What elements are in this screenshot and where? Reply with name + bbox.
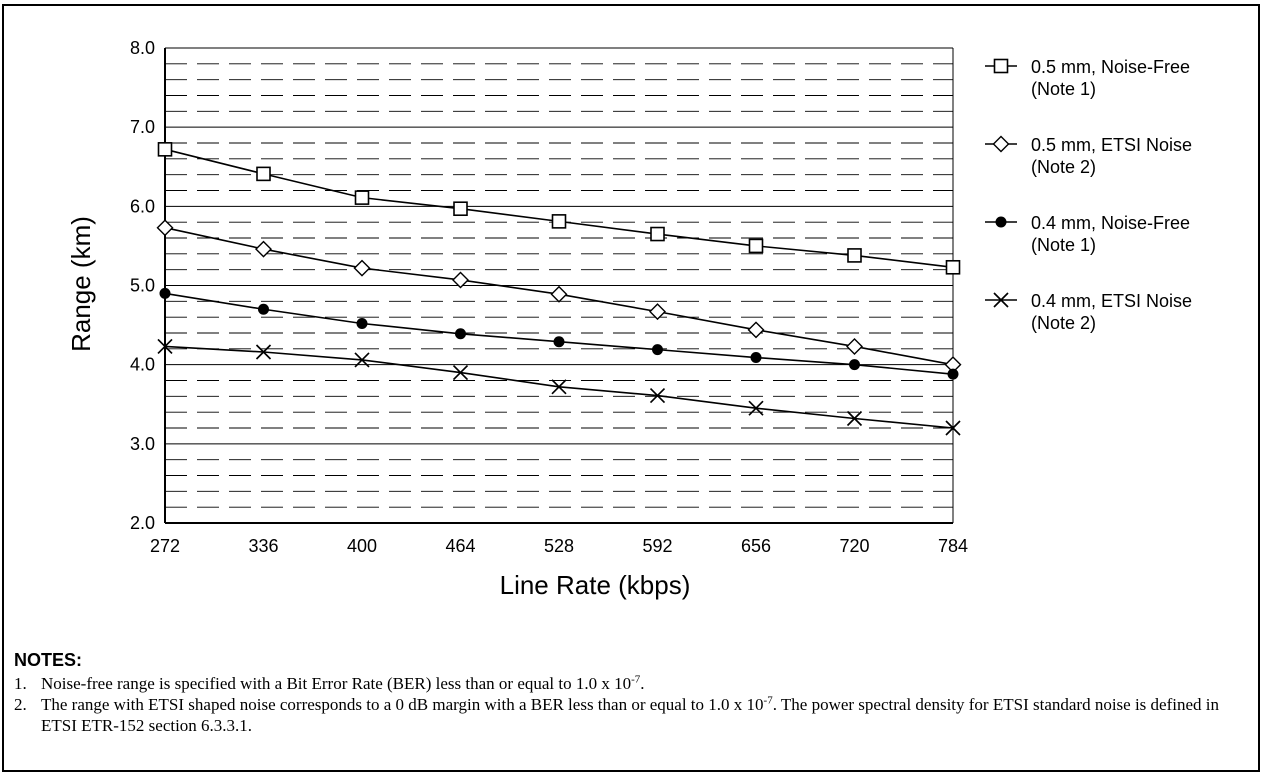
data-point bbox=[551, 379, 567, 395]
legend-label: 0.5 mm, Noise-Free bbox=[1031, 57, 1190, 77]
legend-label: 0.4 mm, ETSI Noise bbox=[1031, 291, 1192, 311]
data-point bbox=[849, 359, 860, 371]
data-point bbox=[750, 352, 762, 364]
y-tick-label: 5.0 bbox=[130, 276, 155, 296]
note-2: 2. The range with ETSI shaped noise corre… bbox=[14, 694, 1244, 736]
legend: 0.5 mm, Noise-Free(Note 1)0.5 mm, ETSI N… bbox=[985, 57, 1192, 333]
note-number: 2. bbox=[14, 695, 27, 714]
series-line bbox=[164, 292, 954, 375]
series-layer bbox=[156, 142, 962, 436]
data-point bbox=[356, 318, 368, 329]
y-tick-label: 8.0 bbox=[130, 38, 155, 58]
data-point bbox=[455, 328, 466, 340]
y-tick-label: 2.0 bbox=[130, 513, 155, 533]
figure-frame bbox=[2, 4, 1260, 772]
data-point bbox=[649, 387, 666, 404]
legend-note: (Note 2) bbox=[1031, 313, 1096, 333]
data-point bbox=[452, 364, 469, 381]
x-tick-label: 400 bbox=[347, 536, 377, 556]
notes-heading: NOTES: bbox=[14, 650, 83, 670]
data-point bbox=[255, 240, 272, 258]
series-line bbox=[164, 148, 954, 269]
data-point bbox=[945, 420, 961, 436]
series-group bbox=[159, 287, 959, 380]
note-text: The range with ETSI shaped noise corresp… bbox=[41, 695, 764, 714]
legend-entry: 0.5 mm, Noise-Free(Note 1) bbox=[985, 57, 1190, 99]
line-chart: 2.0 3.0 4.0 5.0 6.0 7.0 8.0 272 336 400 464 528 592 6… bbox=[66, 38, 1192, 600]
data-point bbox=[452, 271, 469, 289]
x-tick-label: 656 bbox=[741, 536, 771, 556]
y-tick-label: 4.0 bbox=[130, 355, 155, 375]
data-point bbox=[353, 259, 371, 277]
data-point bbox=[553, 336, 565, 348]
legend-entry: 0.4 mm, Noise-Free(Note 1) bbox=[985, 213, 1190, 255]
x-axis-label: Line Rate (kbps) bbox=[500, 570, 691, 600]
data-point bbox=[652, 344, 663, 356]
series-group bbox=[157, 338, 961, 436]
y-tick-label: 6.0 bbox=[130, 196, 155, 216]
x-tick-label: 464 bbox=[445, 536, 475, 556]
data-point bbox=[846, 337, 863, 355]
data-point bbox=[159, 287, 171, 299]
data-point bbox=[156, 219, 174, 237]
data-point bbox=[947, 368, 959, 380]
data-point bbox=[945, 259, 961, 275]
legend-label: 0.4 mm, Noise-Free bbox=[1031, 213, 1190, 233]
note-exponent: -7 bbox=[631, 673, 641, 686]
x-tick-label: 784 bbox=[938, 536, 968, 556]
y-tick-label: 7.0 bbox=[130, 117, 155, 137]
x-tick-label: 592 bbox=[642, 536, 672, 556]
note-text: Noise-free range is specified with a Bit… bbox=[41, 674, 632, 693]
data-point bbox=[650, 226, 665, 242]
note-tail: . The power spectral density for ETSI st… bbox=[41, 695, 1219, 735]
data-point bbox=[256, 166, 271, 182]
tick-labels: 2.0 3.0 4.0 5.0 6.0 7.0 8.0 272 336 400 464 528 592 6… bbox=[130, 38, 968, 556]
legend-marker bbox=[993, 58, 1009, 74]
notes-list: 1. Noise-free range is specified with a B… bbox=[14, 673, 1244, 736]
data-point bbox=[550, 285, 568, 303]
legend-note: (Note 1) bbox=[1031, 79, 1096, 99]
legend-marker bbox=[993, 292, 1009, 308]
legend-marker bbox=[992, 135, 1010, 153]
data-point bbox=[748, 238, 764, 254]
data-point bbox=[255, 344, 272, 360]
x-tick-label: 528 bbox=[544, 536, 574, 556]
note-1: 1. Noise-free range is specified with a B… bbox=[14, 673, 1244, 694]
data-point bbox=[551, 214, 567, 229]
data-point bbox=[846, 410, 863, 427]
x-tick-label: 272 bbox=[150, 536, 180, 556]
data-point bbox=[747, 321, 765, 339]
note-exponent: -7 bbox=[763, 694, 773, 707]
data-point bbox=[157, 338, 173, 355]
x-tick-label: 720 bbox=[839, 536, 869, 556]
y-axis-label: Range (km) bbox=[66, 216, 96, 352]
note-tail: . bbox=[640, 674, 645, 693]
data-point bbox=[453, 201, 468, 217]
legend-marker bbox=[995, 216, 1007, 228]
legend-note: (Note 2) bbox=[1031, 157, 1096, 177]
grid bbox=[165, 47, 953, 524]
y-tick-label: 3.0 bbox=[130, 434, 155, 454]
data-point bbox=[258, 303, 269, 315]
series-group bbox=[156, 219, 962, 374]
series-group bbox=[157, 142, 961, 275]
data-point bbox=[354, 190, 370, 205]
data-point bbox=[847, 248, 862, 263]
data-point bbox=[748, 400, 764, 416]
legend-entry: 0.5 mm, ETSI Noise(Note 2) bbox=[985, 135, 1192, 177]
data-point bbox=[354, 352, 370, 368]
legend-note: (Note 1) bbox=[1031, 235, 1096, 255]
x-tick-label: 336 bbox=[248, 536, 278, 556]
data-point bbox=[157, 142, 173, 157]
note-number: 1. bbox=[14, 674, 27, 693]
legend-entry: 0.4 mm, ETSI Noise(Note 2) bbox=[985, 291, 1192, 333]
axes bbox=[164, 47, 954, 524]
data-point bbox=[649, 303, 666, 321]
legend-label: 0.5 mm, ETSI Noise bbox=[1031, 135, 1192, 155]
